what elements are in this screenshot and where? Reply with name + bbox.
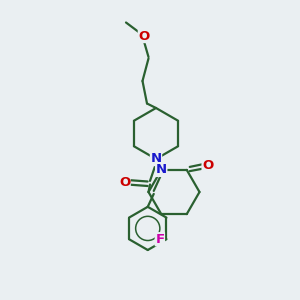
- Text: F: F: [155, 233, 164, 246]
- Text: O: O: [138, 29, 150, 43]
- Text: O: O: [202, 159, 213, 172]
- Text: O: O: [119, 176, 130, 190]
- Text: N: N: [156, 164, 167, 176]
- Text: N: N: [150, 152, 162, 166]
